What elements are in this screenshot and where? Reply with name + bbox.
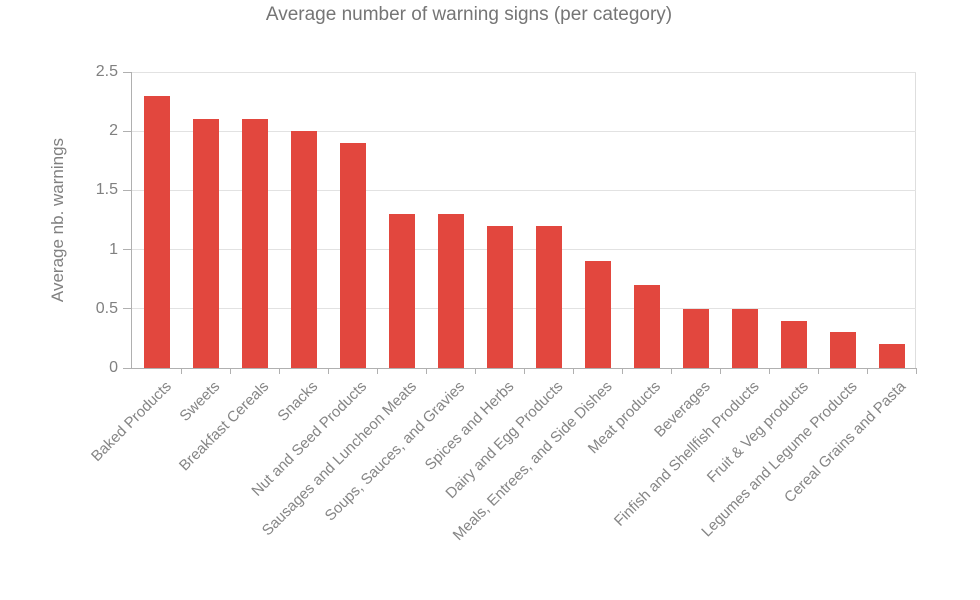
x-axis-tick-mark — [621, 368, 623, 374]
y-axis-tick-label: 1.5 — [95, 181, 118, 199]
plot-area — [131, 71, 916, 369]
y-axis-tick-mark — [123, 367, 131, 369]
bar — [290, 131, 317, 368]
x-axis-category-label: Sweets — [176, 378, 224, 425]
x-axis-category-label: Baked Products — [87, 378, 175, 465]
y-axis-title: Average nb. warnings — [48, 137, 67, 303]
bar — [633, 285, 660, 368]
bar — [192, 119, 219, 368]
y-axis-tick-label: 0.5 — [95, 299, 118, 317]
x-axis-tick-mark — [866, 368, 868, 374]
gridline — [132, 130, 916, 132]
bar — [388, 214, 415, 368]
y-axis-line — [131, 72, 132, 368]
gridline — [132, 249, 916, 251]
y-axis-tick-label: 0 — [109, 359, 118, 376]
gridline — [132, 71, 916, 73]
gridline — [132, 308, 916, 310]
bar — [731, 308, 758, 368]
bar — [682, 308, 709, 368]
chart-title: Average number of warning signs (per cat… — [265, 4, 673, 25]
x-axis-tick-mark — [229, 368, 231, 374]
bar — [878, 344, 905, 368]
x-axis-tick-mark — [768, 368, 770, 374]
bar — [535, 225, 562, 368]
x-axis-tick-mark — [817, 368, 819, 374]
y-axis-tick-mark — [123, 130, 131, 132]
x-axis-tick-mark — [670, 368, 672, 374]
x-axis-tick-mark — [425, 368, 427, 374]
x-axis-tick-mark — [278, 368, 280, 374]
bar — [486, 225, 513, 368]
bar — [780, 320, 807, 368]
plot-right-border — [915, 72, 916, 368]
gridline — [132, 189, 916, 191]
bar — [584, 261, 611, 368]
x-axis-tick-mark — [180, 368, 182, 374]
bar — [339, 143, 366, 368]
x-axis-tick-mark — [915, 368, 917, 374]
y-axis-tick-mark — [123, 249, 131, 251]
y-axis-tick-mark — [123, 308, 131, 310]
x-axis-tick-mark — [719, 368, 721, 374]
x-axis-tick-mark — [523, 368, 525, 374]
x-axis-tick-mark — [572, 368, 574, 374]
bar — [143, 95, 170, 368]
x-axis-category-label: Breakfast Cereals — [176, 378, 273, 475]
y-axis-tick-mark — [123, 71, 131, 73]
y-axis-tick-label: 1 — [109, 240, 118, 258]
chart-title-container: Average number of warning signs (per cat… — [0, 4, 938, 26]
bar — [437, 214, 464, 368]
x-axis-tick-mark — [327, 368, 329, 374]
x-axis-tick-mark — [474, 368, 476, 374]
y-axis-tick-label: 2 — [109, 122, 118, 140]
x-axis-tick-mark — [376, 368, 378, 374]
bar — [829, 332, 856, 368]
bar — [241, 119, 268, 368]
x-axis-category-label: Spices and Herbs — [421, 378, 518, 474]
x-axis-category-label: Snacks — [274, 378, 322, 425]
y-axis-tick-label: 2.5 — [95, 63, 118, 80]
y-axis-tick-mark — [123, 189, 131, 191]
